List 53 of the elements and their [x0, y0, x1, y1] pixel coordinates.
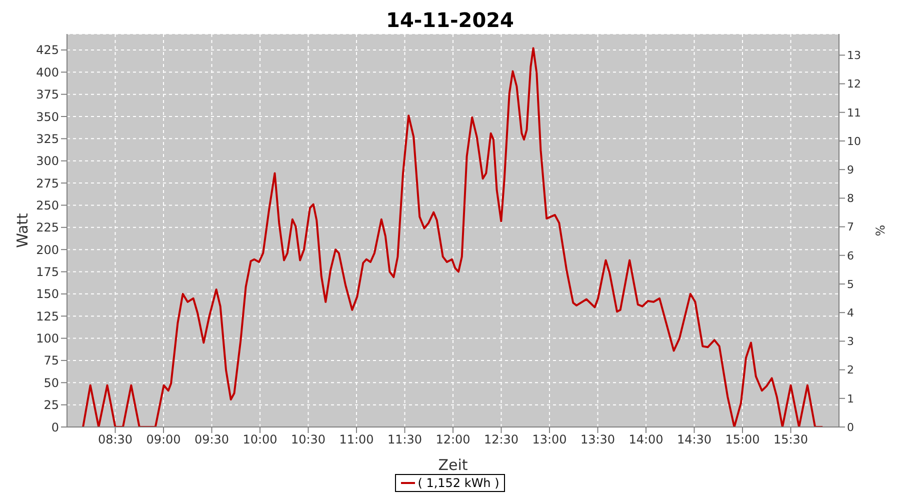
y-tick-label: 425 — [36, 43, 59, 58]
y-tick-label: 50 — [44, 376, 59, 390]
y-tick-label: 350 — [36, 110, 59, 124]
y2-tick-label: 6 — [847, 249, 854, 262]
y-tick-label: 400 — [36, 65, 59, 80]
x-axis-title: Zeit — [438, 456, 468, 474]
y2-tick-label: 9 — [847, 163, 854, 176]
y-tick-label: 0 — [51, 420, 59, 434]
x-tick-label: 12:00 — [436, 432, 470, 447]
y2-tick-label: 10 — [847, 134, 861, 148]
y2-tick-label: 13 — [847, 49, 861, 62]
x-tick-label: 15:00 — [725, 432, 760, 447]
y-tick-label: 25 — [44, 398, 59, 412]
y2-tick-label: 7 — [847, 220, 854, 234]
y2-tick-label: 5 — [847, 278, 854, 291]
x-tick-label: 14:30 — [676, 432, 712, 447]
x-tick-label: 13:00 — [532, 432, 567, 447]
y2-tick-label: 8 — [847, 192, 854, 206]
y2-tick-label: 11 — [847, 106, 861, 120]
y-tick-label: 325 — [36, 132, 59, 146]
y2-axis-title: % — [873, 224, 888, 236]
x-tick-label: 11:00 — [339, 432, 374, 447]
x-tick-label: 11:30 — [387, 432, 422, 447]
y-tick-label: 300 — [36, 154, 59, 168]
y-tick-label: 275 — [36, 176, 59, 190]
y-axis-title: Watt — [13, 212, 32, 248]
y-tick-label: 125 — [36, 309, 59, 324]
y-tick-label: 150 — [36, 287, 59, 302]
y-tick-label: 250 — [36, 198, 59, 212]
y-tick-label: 225 — [36, 220, 59, 235]
y2-tick-label: 1 — [847, 392, 854, 406]
y2-tick-label: 4 — [847, 306, 854, 320]
y-tick-label: 200 — [36, 242, 59, 257]
y2-tick-label: 0 — [847, 420, 854, 434]
y2-tick-label: 12 — [847, 78, 861, 91]
y2-tick-label: 2 — [847, 364, 854, 377]
legend-label: ( 1,152 kWh ) — [418, 476, 500, 490]
y-tick-label: 375 — [36, 88, 59, 102]
x-tick-label: 10:00 — [242, 432, 278, 447]
y-tick-label: 75 — [44, 354, 59, 368]
y-tick-label: 100 — [36, 332, 59, 346]
line-series — [82, 47, 824, 427]
y2-tick-label: 3 — [847, 335, 854, 348]
x-tick-label: 12:30 — [484, 432, 519, 447]
x-tick-label: 08:30 — [98, 432, 133, 447]
x-tick-label: 13:30 — [580, 432, 616, 447]
x-tick-label: 10:30 — [290, 432, 326, 447]
x-tick-label: 14:00 — [628, 432, 664, 447]
chart-title: 14-11-2024 — [385, 8, 515, 34]
x-tick-label: 09:30 — [194, 432, 230, 447]
x-tick-label: 09:00 — [146, 432, 181, 447]
x-tick-label: 15:30 — [773, 432, 808, 447]
y-tick-label: 175 — [36, 265, 59, 280]
